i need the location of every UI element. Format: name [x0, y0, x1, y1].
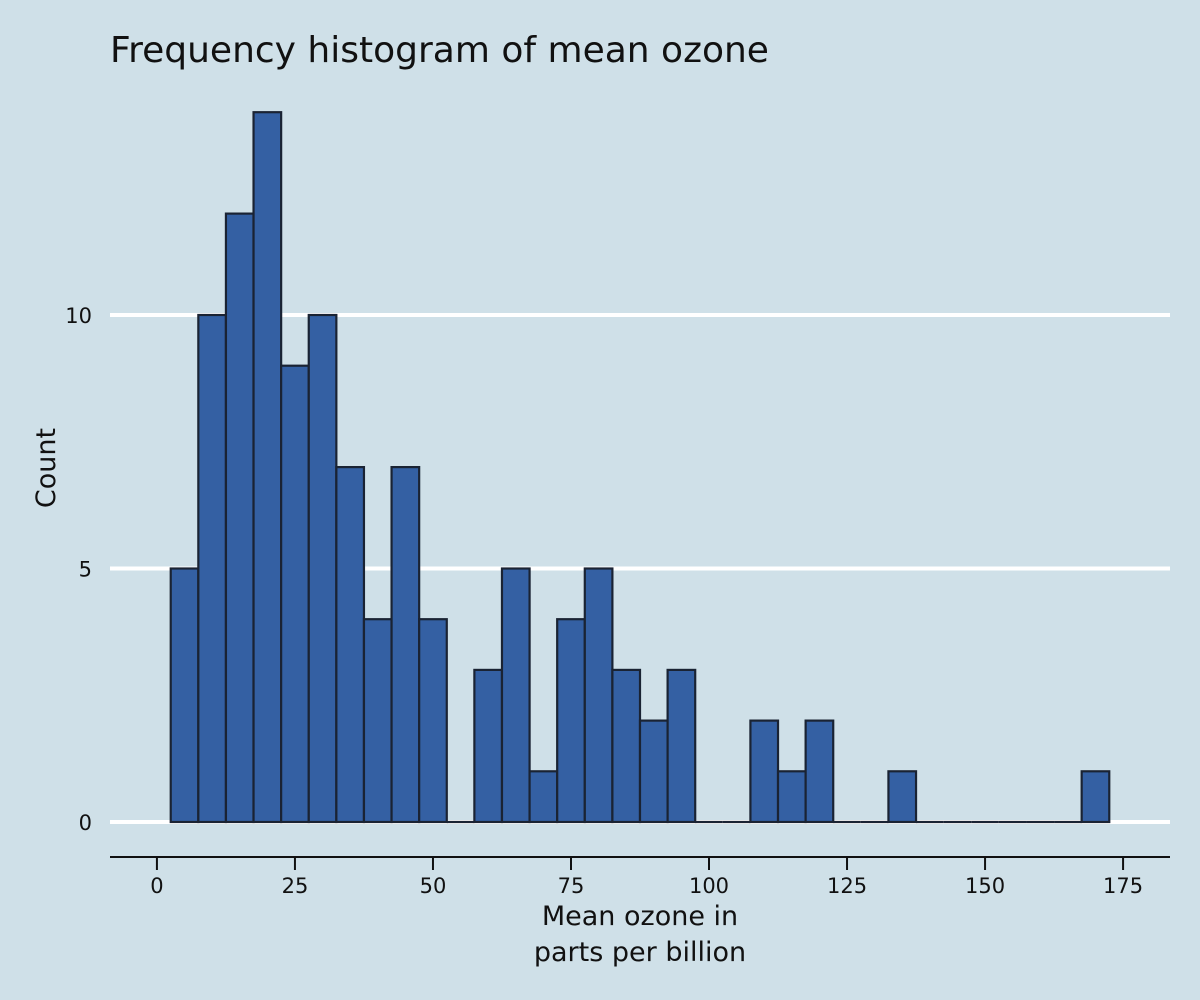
bar-14 — [556, 618, 586, 824]
x-tick-label-125: 125 — [827, 874, 867, 898]
x-tick-label-150: 150 — [965, 874, 1005, 898]
bar-13 — [528, 770, 559, 824]
bar-4 — [280, 364, 310, 824]
bar-9 — [418, 618, 448, 824]
x-tick-label-175: 175 — [1103, 874, 1143, 898]
bar-1 — [197, 313, 228, 824]
y-axis-label: Count — [31, 428, 62, 508]
bar-2 — [224, 212, 255, 824]
y-tick-label-0: 0 — [79, 811, 92, 835]
chart-title: Frequency histogram of mean ozone — [110, 30, 769, 71]
bar-11 — [473, 668, 504, 824]
x-tick-label-100: 100 — [689, 874, 729, 898]
bar-33 — [1080, 770, 1111, 824]
bar-18 — [666, 668, 697, 824]
x-tick-label-75: 75 — [558, 874, 585, 898]
y-tick-label-5: 5 — [79, 558, 92, 582]
x-tick-label-25: 25 — [282, 874, 309, 898]
bar-17 — [638, 719, 669, 824]
x-tick-label-0: 0 — [150, 874, 163, 898]
x-axis: 0 25 50 75 100 125 150 175 — [110, 856, 1170, 898]
y-tick-label-10: 10 — [65, 304, 92, 328]
bar-12 — [500, 567, 531, 824]
bar-23 — [804, 719, 835, 824]
bar-3 — [252, 111, 283, 824]
x-axis-label-line-2: parts per billion — [534, 937, 746, 968]
bar-22 — [776, 770, 807, 824]
bar-15 — [583, 567, 614, 824]
bar-21 — [749, 719, 780, 824]
bar-6 — [335, 466, 366, 824]
bar-5 — [307, 313, 338, 824]
x-axis-label-line-1: Mean ozone in — [542, 901, 738, 932]
y-axis: 0 5 10 — [65, 304, 92, 835]
x-tick-label-50: 50 — [420, 874, 447, 898]
bar-16 — [611, 668, 642, 824]
bar-26 — [887, 770, 918, 824]
histogram-bars — [169, 111, 1111, 824]
bar-0 — [169, 567, 200, 824]
bar-7 — [362, 618, 393, 824]
bar-8 — [390, 466, 421, 824]
